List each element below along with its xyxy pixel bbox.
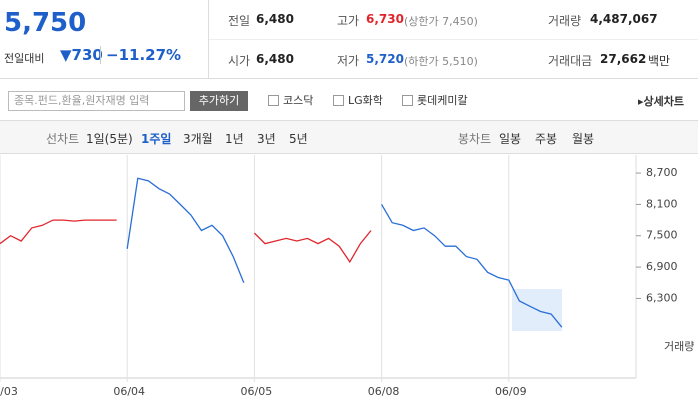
- stat-value: 6,480: [256, 12, 294, 26]
- tab-label: 봉차트: [458, 132, 492, 146]
- compare-item: 코스닥: [283, 94, 314, 107]
- y-tick-label: 8,100: [646, 197, 678, 210]
- price-line: [126, 177, 563, 328]
- stat-value: 6,730: [366, 12, 404, 26]
- change-rate: −11.27%: [100, 46, 181, 64]
- stat-label: 고가: [337, 14, 360, 28]
- tab[interactable]: 3년: [257, 132, 276, 146]
- x-tick-label: 06/03: [0, 385, 18, 398]
- price-line: [0, 219, 372, 264]
- tab[interactable]: 월봉: [572, 132, 595, 146]
- search-input[interactable]: 종목.펀드,환율,원자재명 입력: [8, 91, 185, 111]
- divider: [209, 39, 698, 40]
- tab[interactable]: 1주일: [141, 132, 172, 146]
- header: [0, 0, 698, 79]
- stat-value: 6,480: [256, 52, 294, 66]
- tab[interactable]: 1년: [225, 132, 244, 146]
- checkbox[interactable]: [268, 95, 279, 106]
- x-tick-label: 06/09: [495, 385, 527, 398]
- stat-value: 5,720: [366, 52, 404, 66]
- y-tick-label: 6,300: [646, 291, 678, 304]
- tab[interactable]: 일봉: [499, 132, 522, 146]
- divider: [208, 0, 209, 78]
- price: 5,750: [4, 8, 87, 38]
- add-button[interactable]: 추가하기: [190, 91, 248, 111]
- tab[interactable]: 5년: [289, 132, 308, 146]
- x-tick-label: 06/08: [368, 385, 400, 398]
- tab[interactable]: 주봉: [535, 132, 558, 146]
- change: ▼730: [60, 46, 103, 64]
- stat-label: 거래대금: [548, 54, 593, 68]
- stat-note: (상한가 7,450): [404, 15, 478, 28]
- tab-label: 선차트: [46, 132, 80, 146]
- x-tick-label: 06/05: [241, 385, 273, 398]
- compare-item: 롯데케미칼: [417, 94, 468, 107]
- tab-bar: [0, 120, 698, 154]
- tab[interactable]: 3개월: [183, 132, 213, 146]
- stat-label: 전일: [228, 14, 251, 28]
- detail-link[interactable]: ▸상세차트: [638, 95, 685, 108]
- y-tick-label: 6,900: [646, 260, 678, 273]
- stat-value: 27,662: [600, 52, 647, 66]
- x-tick-label: 06/04: [113, 385, 145, 398]
- tab[interactable]: 1일(5분): [86, 132, 133, 146]
- stat-note: (하한가 5,510): [404, 55, 478, 68]
- detail-text: 상세차트: [643, 95, 685, 108]
- checkbox[interactable]: [402, 95, 413, 106]
- compare-item: LG화학: [348, 94, 383, 107]
- stat-label: 거래량: [548, 14, 582, 28]
- stat-label: 시가: [228, 54, 251, 68]
- stat-value: 4,487,067: [590, 12, 658, 26]
- chart: 거래량 6,300 6,900 7,500 8,100 8,700 06/03 06/04 0…: [0, 155, 694, 398]
- volume-label: 거래량: [664, 340, 694, 353]
- stat-unit: 백만: [648, 54, 671, 68]
- y-tick-label: 7,500: [646, 229, 678, 242]
- change-label: 전일대비: [4, 52, 45, 65]
- y-tick-label: 8,700: [646, 166, 678, 179]
- checkbox[interactable]: [333, 95, 344, 106]
- stat-label: 저가: [337, 54, 360, 68]
